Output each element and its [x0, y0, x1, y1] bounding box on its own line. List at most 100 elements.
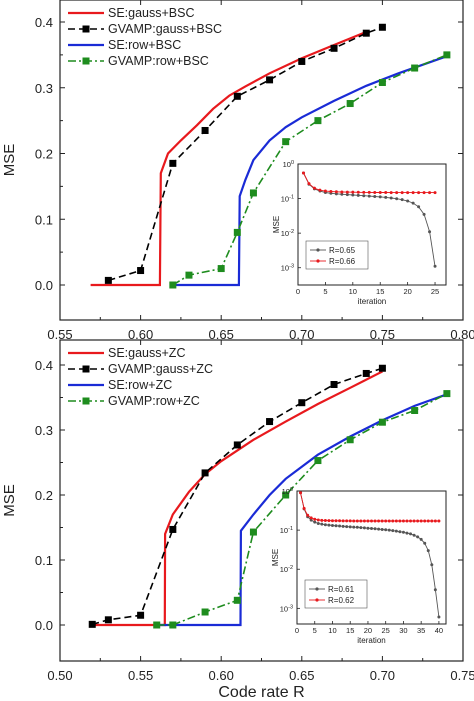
inset-data-point [301, 171, 305, 175]
inset-data-point [373, 190, 377, 194]
inset-x-tick-label: 25 [431, 287, 439, 296]
inset-data-point [400, 191, 404, 195]
inset-legend-label: R=0.65 [329, 246, 356, 255]
data-point [104, 616, 112, 624]
inset-data-point [370, 519, 373, 523]
inset-data-point [398, 519, 402, 523]
data-point [314, 457, 322, 465]
inset-series-line [300, 492, 439, 522]
inset-x-tick-label: 0 [296, 287, 300, 296]
inset-y-tick-label: 10-1 [281, 195, 294, 204]
legend-label: GVAMP:gauss+ZC [108, 362, 213, 376]
legend-label: SE:row+BSC [108, 38, 181, 52]
inset-data-point [394, 519, 398, 523]
x-tick-label: 0.70 [289, 327, 314, 342]
inset-data-point [366, 519, 370, 523]
inset-legend-label: R=0.66 [329, 257, 356, 266]
y-axis-label: MSE [1, 484, 18, 517]
inset-data-point [373, 194, 377, 198]
y-tick-label: 0.3 [35, 81, 53, 96]
inset-data-point [338, 524, 342, 528]
inset-data-point [355, 519, 359, 523]
inset-data-point [391, 529, 395, 533]
data-point [266, 418, 274, 426]
inset-y-tick-base: 10 [280, 604, 288, 613]
inset-data-point [352, 525, 356, 529]
data-point [378, 78, 386, 86]
inset-data-point [327, 519, 331, 523]
inset-data-point [417, 205, 421, 209]
data-point [443, 51, 451, 59]
inset-x-tick-label: 40 [435, 626, 443, 635]
inset-x-tick-label: 30 [399, 626, 407, 635]
inset-data-point [348, 519, 352, 523]
inset-y-tick-exp: -1 [289, 195, 294, 201]
x-tick-label: 0.75 [450, 668, 474, 683]
inset-data-point [341, 519, 345, 523]
inset-data-point [334, 190, 338, 194]
inset-data-point [320, 518, 324, 522]
data-point [88, 620, 96, 628]
inset-x-tick-label: 15 [376, 287, 384, 296]
series-4 [153, 390, 451, 629]
inset-data-point [378, 195, 382, 199]
data-point [169, 525, 177, 533]
inset-data-point [351, 190, 355, 194]
inset-data-point [299, 491, 303, 495]
data-point [362, 369, 370, 377]
inset-y-tick-label: 100 [283, 160, 294, 169]
inset-data-point [302, 506, 306, 510]
inset-data-point [401, 530, 405, 534]
legend-label: GVAMP:row+BSC [108, 54, 209, 68]
inset-legend-label: R=0.61 [328, 585, 355, 594]
inset-series-1 [299, 491, 441, 619]
inset-data-point [348, 525, 352, 529]
data-point [346, 100, 354, 108]
inset-data-point [428, 191, 432, 195]
inset-data-point [433, 264, 437, 268]
inset-data-point [398, 530, 402, 534]
inset-series-line [300, 492, 440, 618]
data-point [233, 441, 241, 449]
data-point [282, 138, 290, 146]
legend-label: GVAMP:row+ZC [108, 394, 200, 408]
inset-y-axis-label: MSE [272, 216, 281, 233]
inset-data-point [409, 532, 413, 536]
data-point [233, 92, 241, 100]
inset-data-point [306, 513, 310, 517]
inset-data-point [334, 524, 338, 528]
inset-y-tick-base: 10 [280, 565, 288, 574]
y-tick-label: 0.1 [35, 212, 53, 227]
inset-data-point [334, 519, 338, 523]
legend-marker [82, 25, 90, 33]
inset-data-point [359, 519, 363, 523]
chart-panel-2: 0.50 0.55 0.60 0.65 0.70 0.75 0.0 0.1 0.2 0.3 0.4 M… [1, 339, 474, 701]
inset-legend: R=0.61 R=0.62 [304, 579, 368, 609]
inset-data-point [320, 522, 324, 526]
x-tick-label: 0.55 [128, 668, 153, 683]
inset-data-point [426, 519, 430, 523]
inset-data-point [377, 519, 381, 523]
inset-x-tick-label: 20 [403, 287, 411, 296]
inset-y-tick-exp: -2 [289, 229, 294, 235]
inset-data-point [411, 201, 415, 205]
data-point [169, 621, 177, 629]
inset-legend-box [304, 579, 368, 609]
inset-data-point [433, 588, 437, 592]
inset-y-tick-label: 10-2 [280, 565, 293, 574]
y-axis-label: MSE [1, 144, 18, 177]
data-point [153, 621, 161, 629]
data-point [378, 23, 386, 31]
inset-data-point [430, 563, 434, 567]
y-tick-label: 0.2 [35, 147, 53, 162]
inset-data-point [406, 199, 410, 203]
x-tick-label: 0.50 [47, 668, 72, 683]
series-line [92, 370, 383, 627]
y-tick-label: 0.4 [35, 358, 53, 373]
inset-data-point [373, 527, 377, 531]
inset-data-point [423, 519, 427, 523]
data-point [169, 159, 177, 167]
inset-data-point [387, 519, 391, 523]
inset-data-point [384, 195, 388, 199]
